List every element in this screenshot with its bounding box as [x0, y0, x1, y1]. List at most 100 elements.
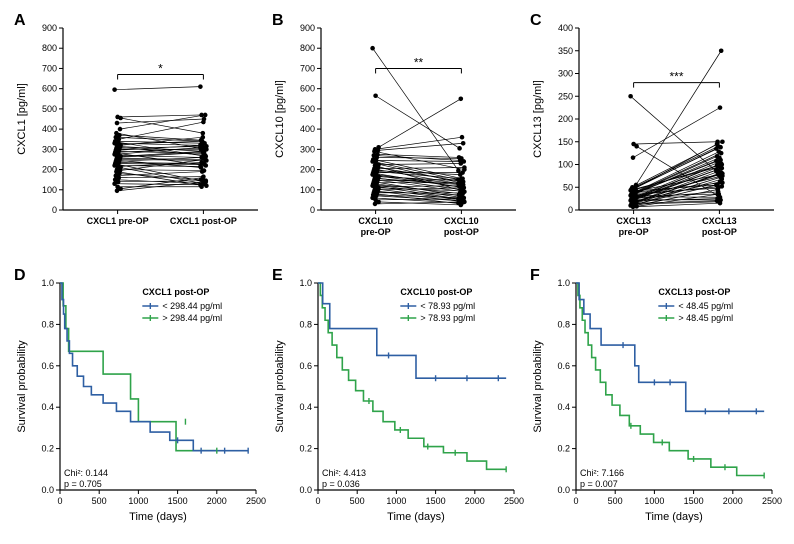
svg-text:1000: 1000: [386, 496, 406, 506]
panel-B: B 0 100 200 300 400 500 600 700 800 900 CXCL10 [pg/…: [268, 10, 526, 255]
svg-text:0.2: 0.2: [299, 444, 312, 454]
svg-text:0.2: 0.2: [41, 444, 54, 454]
svg-text:2500: 2500: [246, 496, 266, 506]
svg-text:0: 0: [52, 205, 57, 215]
svg-text:pre-OP: pre-OP: [619, 227, 649, 237]
svg-text:CXCL10: CXCL10: [444, 216, 479, 226]
svg-text:Chi²: 0.144: Chi²: 0.144: [64, 468, 108, 478]
svg-text:900: 900: [42, 23, 57, 33]
svg-text:400: 400: [300, 124, 315, 134]
svg-text:700: 700: [300, 63, 315, 73]
svg-text:500: 500: [300, 104, 315, 114]
figure-container: A0100200300400500600700800900CXCL1 [pg/m…: [10, 10, 784, 534]
svg-text:50: 50: [563, 182, 573, 192]
svg-text:300: 300: [300, 144, 315, 154]
svg-text:400: 400: [42, 124, 57, 134]
svg-text:0.6: 0.6: [41, 361, 54, 371]
svg-text:CXCL10 [pg/ml]: CXCL10 [pg/ml]: [274, 80, 286, 158]
panel-A: A0100200300400500600700800900CXCL1 [pg/m…: [10, 10, 268, 255]
svg-text:2000: 2000: [207, 496, 227, 506]
svg-text:100: 100: [42, 185, 57, 195]
svg-text:*: *: [158, 62, 163, 76]
svg-text:CXCL1 [pg/ml]: CXCL1 [pg/ml]: [16, 83, 28, 155]
panel-label: E: [272, 267, 283, 285]
panel-label: C: [530, 12, 542, 30]
svg-text:1.0: 1.0: [41, 278, 54, 288]
svg-text:300: 300: [42, 144, 57, 154]
svg-text:post-OP: post-OP: [444, 227, 479, 237]
svg-text:p = 0.036: p = 0.036: [322, 479, 360, 489]
svg-text:0: 0: [573, 496, 578, 506]
svg-text:1.0: 1.0: [299, 278, 312, 288]
svg-text:400: 400: [558, 23, 573, 33]
svg-text:2000: 2000: [465, 496, 485, 506]
svg-text:< 78.93 pg/ml: < 78.93 pg/ml: [420, 301, 475, 311]
svg-text:1500: 1500: [684, 496, 704, 506]
svg-text:0.8: 0.8: [557, 319, 570, 329]
svg-text:0.4: 0.4: [299, 402, 312, 412]
svg-text:Survival probability: Survival probability: [274, 340, 286, 433]
svg-text:900: 900: [300, 23, 315, 33]
panel-F: F0.00.20.40.60.81.005001000150020002500T…: [526, 265, 784, 530]
svg-text:0.0: 0.0: [299, 485, 312, 495]
svg-text:0.8: 0.8: [299, 319, 312, 329]
svg-text:CXCL1 post-OP: CXCL1 post-OP: [142, 287, 209, 297]
svg-text:Time (days): Time (days): [387, 511, 445, 523]
svg-text:800: 800: [300, 43, 315, 53]
svg-text:600: 600: [42, 84, 57, 94]
svg-text:> 78.93 pg/ml: > 78.93 pg/ml: [420, 313, 475, 323]
svg-text:Time (days): Time (days): [645, 511, 703, 523]
svg-text:0.4: 0.4: [41, 402, 54, 412]
svg-text:300: 300: [558, 69, 573, 79]
svg-text:pre-OP: pre-OP: [361, 227, 391, 237]
svg-text:800: 800: [42, 43, 57, 53]
svg-text:Chi²: 4.413: Chi²: 4.413: [322, 468, 366, 478]
svg-text:CXCL13: CXCL13: [616, 216, 651, 226]
panel-label: F: [530, 267, 540, 285]
panel-D: D0.00.20.40.60.81.005001000150020002500T…: [10, 265, 268, 530]
svg-text:CXCL13 post-OP: CXCL13 post-OP: [658, 287, 730, 297]
svg-text:100: 100: [300, 185, 315, 195]
panel-E: E0.00.20.40.60.81.005001000150020002500T…: [268, 265, 526, 530]
svg-text:CXCL1 post-OP: CXCL1 post-OP: [170, 216, 237, 226]
svg-text:< 298.44 pg/ml: < 298.44 pg/ml: [162, 301, 222, 311]
svg-text:500: 500: [608, 496, 623, 506]
svg-text:***: ***: [669, 70, 683, 84]
svg-text:0: 0: [568, 205, 573, 215]
svg-text:Chi²: 7.166: Chi²: 7.166: [580, 468, 624, 478]
svg-text:0.0: 0.0: [557, 485, 570, 495]
panel-C: C050100150200250300350400CXCL13 [pg/ml]C…: [526, 10, 784, 255]
svg-text:200: 200: [42, 165, 57, 175]
svg-text:0: 0: [310, 205, 315, 215]
svg-text:500: 500: [92, 496, 107, 506]
svg-text:2500: 2500: [762, 496, 782, 506]
svg-text:< 48.45 pg/ml: < 48.45 pg/ml: [678, 301, 733, 311]
svg-text:1500: 1500: [168, 496, 188, 506]
svg-text:Survival probability: Survival probability: [16, 340, 28, 433]
svg-text:post-OP: post-OP: [702, 227, 737, 237]
svg-text:1.0: 1.0: [557, 278, 570, 288]
panel-label: D: [14, 267, 26, 285]
svg-text:150: 150: [558, 137, 573, 147]
svg-text:0: 0: [57, 496, 62, 506]
svg-text:500: 500: [350, 496, 365, 506]
svg-text:> 298.44 pg/ml: > 298.44 pg/ml: [162, 313, 222, 323]
svg-text:600: 600: [300, 84, 315, 94]
svg-text:p = 0.705: p = 0.705: [64, 479, 102, 489]
svg-text:0.6: 0.6: [299, 361, 312, 371]
svg-text:700: 700: [42, 63, 57, 73]
svg-text:100: 100: [558, 160, 573, 170]
svg-text:> 48.45 pg/ml: > 48.45 pg/ml: [678, 313, 733, 323]
svg-text:CXCL1 pre-OP: CXCL1 pre-OP: [87, 216, 149, 226]
svg-text:Survival probability: Survival probability: [532, 340, 544, 433]
svg-text:200: 200: [300, 165, 315, 175]
svg-text:0.8: 0.8: [41, 319, 54, 329]
svg-text:0.2: 0.2: [557, 444, 570, 454]
svg-text:p = 0.007: p = 0.007: [580, 479, 618, 489]
svg-text:**: **: [414, 55, 424, 69]
panel-label: B: [272, 12, 284, 30]
svg-text:0.0: 0.0: [41, 485, 54, 495]
svg-text:0: 0: [315, 496, 320, 506]
svg-text:CXCL10 post-OP: CXCL10 post-OP: [400, 287, 472, 297]
svg-text:1500: 1500: [426, 496, 446, 506]
